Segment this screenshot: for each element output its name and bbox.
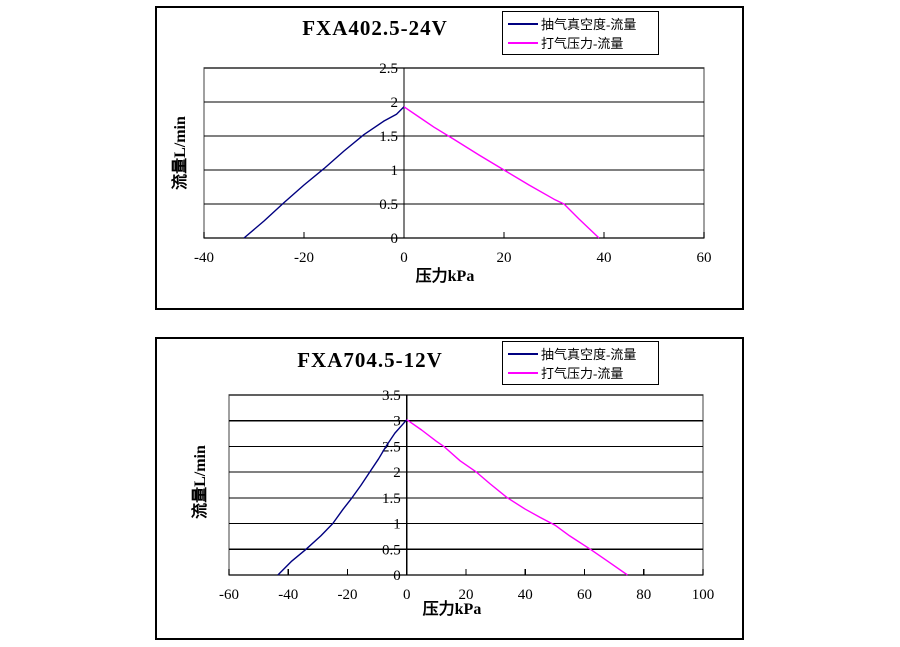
svg-text:20: 20 xyxy=(497,250,512,266)
svg-text:0: 0 xyxy=(400,250,408,266)
plot-border xyxy=(203,67,705,239)
legend-label-vacuum: 抽气真空度-流量 xyxy=(541,17,637,32)
svg-text:1.5: 1.5 xyxy=(379,129,398,145)
legend-line-swatch-vacuum xyxy=(508,352,538,355)
plot-border xyxy=(228,394,704,576)
svg-text:3: 3 xyxy=(393,414,401,430)
series-line-1 xyxy=(406,419,628,576)
legend-label-pressure: 打气压力-流量 xyxy=(541,366,624,381)
svg-text:20: 20 xyxy=(459,587,474,603)
legend-line-swatch-pressure xyxy=(508,371,538,374)
svg-text:0: 0 xyxy=(391,231,399,247)
svg-text:2: 2 xyxy=(391,95,399,111)
svg-text:1.5: 1.5 xyxy=(382,491,401,507)
chart-canvas-top: -40 -20 0 20 40 60 0 0.5 1 1.5 2 2.5 xyxy=(194,61,712,266)
svg-text:1: 1 xyxy=(391,163,399,179)
series-line-1 xyxy=(403,106,600,239)
gridlines xyxy=(229,394,703,576)
legend-line-swatch-vacuum xyxy=(508,22,538,25)
svg-text:0: 0 xyxy=(403,587,411,603)
svg-text:0: 0 xyxy=(393,568,401,584)
tick-labels: -60 -40 -20 0 20 40 60 80 100 0 0.5 1 1.5 2 2.5 3 3.5 xyxy=(219,388,714,603)
axes xyxy=(203,67,705,239)
legend-item-pressure: 打气压力-流量 xyxy=(503,363,658,382)
y-axis-title: 流量L/min xyxy=(172,116,189,190)
svg-text:60: 60 xyxy=(697,250,712,266)
x-axis-title: 压力kPa xyxy=(422,601,482,618)
chart-panel-top: -40 -20 0 20 40 60 0 0.5 1 1.5 2 2.5 FXA402.5-24V 抽… xyxy=(155,6,744,310)
svg-text:-40: -40 xyxy=(194,250,214,266)
series-line-0 xyxy=(243,106,405,239)
svg-text:-40: -40 xyxy=(278,587,298,603)
chart-title: FXA704.5-12V xyxy=(297,348,443,372)
legend-label-vacuum: 抽气真空度-流量 xyxy=(541,347,637,362)
y-axis-title: 流量L/min xyxy=(192,445,209,519)
legend-label-pressure: 打气压力-流量 xyxy=(541,36,624,51)
axes xyxy=(228,394,704,576)
svg-text:60: 60 xyxy=(577,587,592,603)
svg-text:2: 2 xyxy=(393,465,401,481)
legend: 抽气真空度-流量 打气压力-流量 xyxy=(502,341,659,385)
svg-text:0.5: 0.5 xyxy=(382,542,401,558)
svg-text:3.5: 3.5 xyxy=(382,388,401,404)
svg-text:40: 40 xyxy=(597,250,612,266)
series-line-0 xyxy=(277,419,408,576)
tick-labels: -40 -20 0 20 40 60 0 0.5 1 1.5 2 2.5 xyxy=(194,61,712,266)
legend-item-vacuum: 抽气真空度-流量 xyxy=(503,344,658,363)
gridlines xyxy=(204,67,704,239)
legend: 抽气真空度-流量 打气压力-流量 xyxy=(502,11,659,55)
svg-text:100: 100 xyxy=(692,587,715,603)
svg-text:-20: -20 xyxy=(338,587,358,603)
svg-text:1: 1 xyxy=(393,517,401,533)
legend-line-swatch-pressure xyxy=(508,41,538,44)
legend-item-pressure: 打气压力-流量 xyxy=(503,33,658,52)
x-axis-title: 压力kPa xyxy=(415,268,475,285)
svg-text:80: 80 xyxy=(636,587,651,603)
svg-text:-60: -60 xyxy=(219,587,239,603)
svg-text:40: 40 xyxy=(518,587,533,603)
svg-text:0.5: 0.5 xyxy=(379,197,398,213)
chart-title: FXA402.5-24V xyxy=(302,16,448,40)
svg-text:2.5: 2.5 xyxy=(379,61,398,77)
chart-panel-bottom: -60 -40 -20 0 20 40 60 80 100 0 0.5 1 1.5 2 2.5 3 3.5 FX… xyxy=(155,337,744,640)
legend-item-vacuum: 抽气真空度-流量 xyxy=(503,14,658,33)
chart-canvas-bottom: -60 -40 -20 0 20 40 60 80 100 0 0.5 1 1.5 2 2.5 3 3.5 xyxy=(219,388,714,603)
svg-text:2.5: 2.5 xyxy=(382,439,401,455)
svg-text:-20: -20 xyxy=(294,250,314,266)
